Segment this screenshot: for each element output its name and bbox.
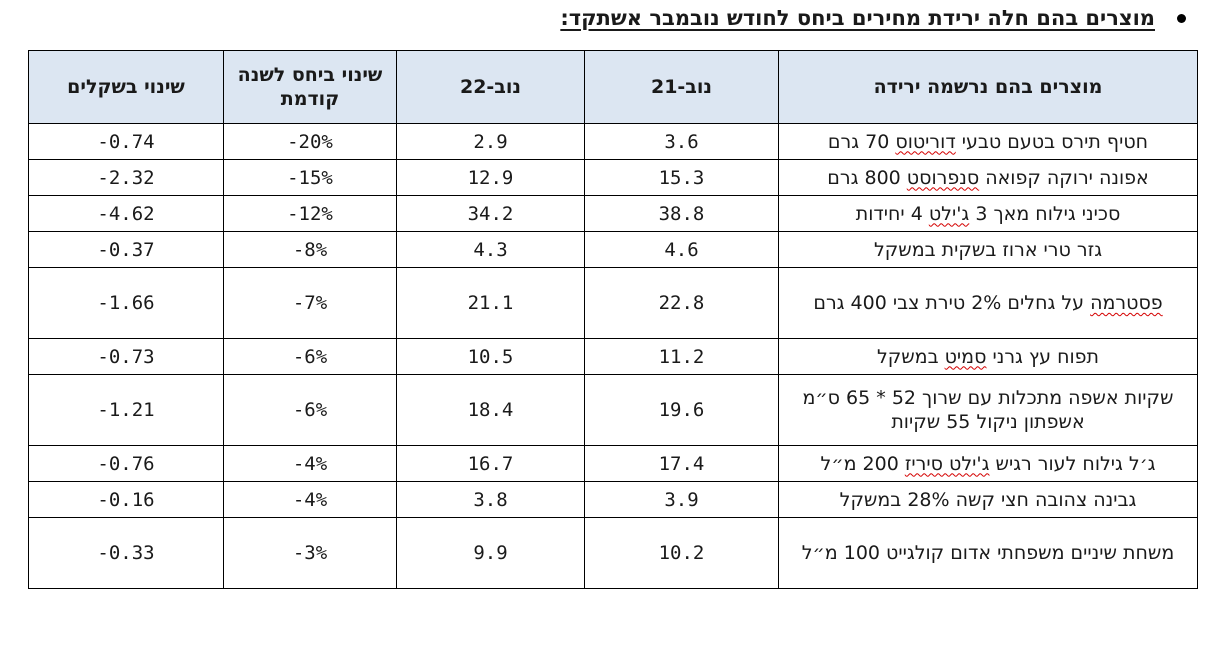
- bullet-icon: [1177, 13, 1186, 23]
- pct-change-cell: -4%: [223, 481, 397, 518]
- nov22-cell: 16.7: [396, 445, 585, 482]
- product-cell: שקיות אשפה מתכלות עם שרוך 52 * 65 ס״מ אש…: [778, 374, 1198, 446]
- section-heading: מוצרים בהם חלה ירידת מחירים ביחס לחודש נ…: [560, 6, 1186, 30]
- nov21-cell: 38.8: [584, 195, 779, 232]
- table-row: פסטרמה על גחלים 2% טירת צבי 400 גרם 22.8…: [28, 267, 1198, 339]
- table-row: תפוח עץ גרני סמיט במשקל 11.2 10.5 -6% -0…: [28, 338, 1198, 375]
- nov21-cell: 3.9: [584, 481, 779, 518]
- pct-change-cell: -12%: [223, 195, 397, 232]
- pct-change-cell: -15%: [223, 159, 397, 196]
- price-table: מוצרים בהם נרשמה ירידה נוב-21 נוב-22 שינ…: [28, 50, 1198, 589]
- product-cell: גזר טרי ארוז בשקית במשקל: [778, 231, 1198, 268]
- nov22-cell: 4.3: [396, 231, 585, 268]
- nov22-cell: 12.9: [396, 159, 585, 196]
- nov21-cell: 19.6: [584, 374, 779, 446]
- spellcheck-word: פסטרמה: [1090, 292, 1163, 314]
- header-pct-change: שינוי ביחס לשנה קודמת: [223, 50, 397, 124]
- table-row: סכיני גילוח מאך 3 ג'ילט 4 יחידות 38.8 34…: [28, 195, 1198, 232]
- shekel-change-cell: -0.33: [28, 517, 224, 589]
- product-cell: גבינה צהובה חצי קשה 28% במשקל: [778, 481, 1198, 518]
- nov22-cell: 10.5: [396, 338, 585, 375]
- pct-change-cell: -7%: [223, 267, 397, 339]
- pct-change-cell: -6%: [223, 338, 397, 375]
- table-row: אפונה ירוקה קפואה סנפרוסט 800 גרם 15.3 1…: [28, 159, 1198, 196]
- nov21-cell: 4.6: [584, 231, 779, 268]
- nov22-cell: 34.2: [396, 195, 585, 232]
- product-cell: פסטרמה על גחלים 2% טירת צבי 400 גרם: [778, 267, 1198, 339]
- table-row: שקיות אשפה מתכלות עם שרוך 52 * 65 ס״מ אש…: [28, 374, 1198, 446]
- spellcheck-word: סמיט: [944, 345, 987, 368]
- table-row: גבינה צהובה חצי קשה 28% במשקל 3.9 3.8 -4…: [28, 481, 1198, 518]
- header-nov22: נוב-22: [396, 50, 585, 124]
- pct-change-cell: -20%: [223, 123, 397, 160]
- spellcheck-word: ג'ילט: [928, 202, 970, 225]
- nov22-cell: 9.9: [396, 517, 585, 589]
- nov22-cell: 2.9: [396, 123, 585, 160]
- nov21-cell: 22.8: [584, 267, 779, 339]
- spellcheck-word: ג'ילט סיריז: [904, 452, 990, 475]
- nov21-cell: 10.2: [584, 517, 779, 589]
- table-row: משחת שיניים משפחתי אדום קולגייט 100 מ״ל …: [28, 517, 1198, 589]
- shekel-change-cell: -1.66: [28, 267, 224, 339]
- spellcheck-word: סנפרוסט: [906, 166, 980, 189]
- table-row: גזר טרי ארוז בשקית במשקל 4.6 4.3 -8% -0.…: [28, 231, 1198, 268]
- spellcheck-word: דוריטוס: [895, 130, 956, 153]
- table-row: חטיף תירס בטעם טבעי דוריטוס 70 גרם 3.6 2…: [28, 123, 1198, 160]
- header-product: מוצרים בהם נרשמה ירידה: [778, 50, 1198, 124]
- shekel-change-cell: -4.62: [28, 195, 224, 232]
- nov21-cell: 3.6: [584, 123, 779, 160]
- heading-text: מוצרים בהם חלה ירידת מחירים ביחס לחודש נ…: [560, 6, 1155, 30]
- product-cell: אפונה ירוקה קפואה סנפרוסט 800 גרם: [778, 159, 1198, 196]
- header-shekel-change: שינוי בשקלים: [28, 50, 224, 124]
- pct-change-cell: -4%: [223, 445, 397, 482]
- header-nov21: נוב-21: [584, 50, 779, 124]
- shekel-change-cell: -1.21: [28, 374, 224, 446]
- shekel-change-cell: -2.32: [28, 159, 224, 196]
- pct-change-cell: -6%: [223, 374, 397, 446]
- nov21-cell: 11.2: [584, 338, 779, 375]
- table-header-row: מוצרים בהם נרשמה ירידה נוב-21 נוב-22 שינ…: [28, 50, 1198, 124]
- nov22-cell: 21.1: [396, 267, 585, 339]
- shekel-change-cell: -0.73: [28, 338, 224, 375]
- product-cell: חטיף תירס בטעם טבעי דוריטוס 70 גרם: [778, 123, 1198, 160]
- pct-change-cell: -8%: [223, 231, 397, 268]
- product-cell: משחת שיניים משפחתי אדום קולגייט 100 מ״ל: [778, 517, 1198, 589]
- shekel-change-cell: -0.74: [28, 123, 224, 160]
- nov22-cell: 3.8: [396, 481, 585, 518]
- shekel-change-cell: -0.76: [28, 445, 224, 482]
- nov22-cell: 18.4: [396, 374, 585, 446]
- product-cell: תפוח עץ גרני סמיט במשקל: [778, 338, 1198, 375]
- product-cell: סכיני גילוח מאך 3 ג'ילט 4 יחידות: [778, 195, 1198, 232]
- pct-change-cell: -3%: [223, 517, 397, 589]
- table-row: ג׳ל גילוח לעור רגיש ג'ילט סיריז 200 מ״ל …: [28, 445, 1198, 482]
- nov21-cell: 15.3: [584, 159, 779, 196]
- nov21-cell: 17.4: [584, 445, 779, 482]
- product-cell: ג׳ל גילוח לעור רגיש ג'ילט סיריז 200 מ״ל: [778, 445, 1198, 482]
- shekel-change-cell: -0.37: [28, 231, 224, 268]
- shekel-change-cell: -0.16: [28, 481, 224, 518]
